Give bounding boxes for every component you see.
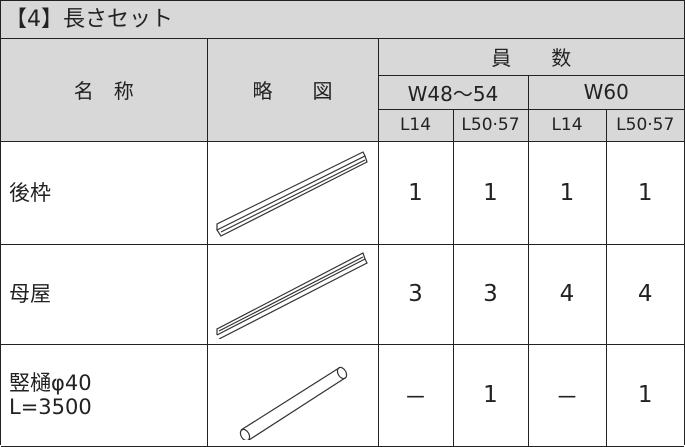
group-header: W60 [527,74,684,110]
length-header: L50·57 [605,108,684,142]
quantity: － [527,343,607,447]
quantity: 1 [605,140,684,245]
rail-icon [215,150,368,237]
quantity: 1 [527,140,607,245]
group-header: W48～54 [378,74,529,110]
section-title: 【4】長さセット [1,1,684,39]
quantity: 1 [452,140,529,245]
column-header: 名 称 [1,39,208,142]
column-header: 略 図 [206,39,379,142]
quantity: 1 [377,140,454,245]
quantity: － [377,343,454,447]
quantity: 1 [452,343,529,447]
length-header: L50·57 [452,108,529,142]
parts-table: 名 称 略 図 員 数 W48～54 W60 L14 L50·57 L14 L5… [1,39,684,447]
quantity: 4 [605,243,684,345]
pipe-icon [239,366,347,440]
quantity: 1 [605,343,684,447]
quantity: 4 [527,243,607,345]
diagram [206,243,379,345]
quantity: 3 [377,243,454,345]
diagram [206,140,379,245]
length-header: L14 [527,108,607,142]
part-name: 竪樋φ40 L=3500 [1,343,208,447]
column-header: 員 数 [377,39,684,76]
quantity: 3 [452,243,529,345]
purlin-icon [215,252,368,339]
part-name: 母屋 [1,243,208,345]
length-header: L14 [378,108,454,142]
part-name: 後枠 [1,140,208,245]
diagram [206,343,379,447]
